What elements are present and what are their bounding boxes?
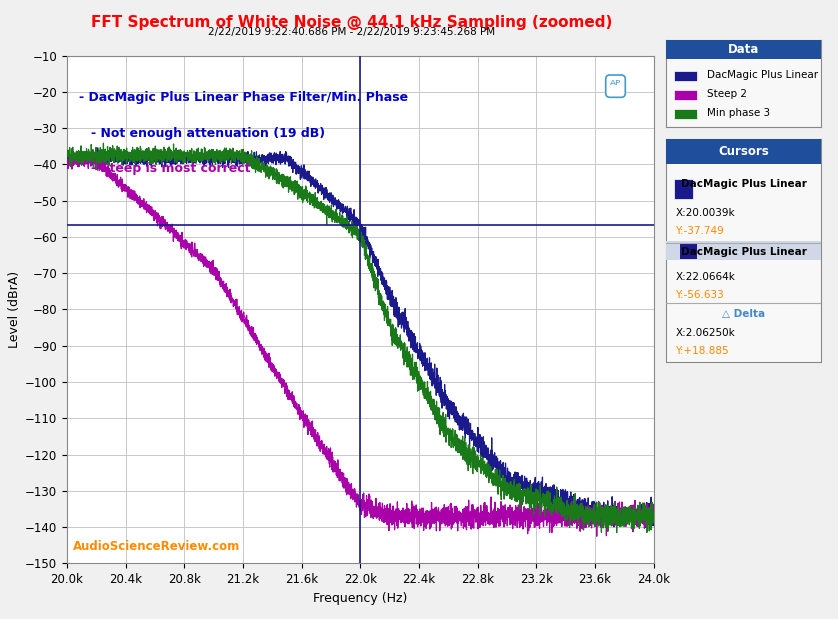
FancyBboxPatch shape xyxy=(666,40,821,59)
Bar xyxy=(674,180,692,199)
Text: Min phase 3: Min phase 3 xyxy=(706,108,769,118)
Bar xyxy=(674,90,697,100)
Text: Y:-56.633: Y:-56.633 xyxy=(675,290,724,300)
Text: AudioScienceReview.com: AudioScienceReview.com xyxy=(73,540,241,553)
Text: Y:+18.885: Y:+18.885 xyxy=(675,346,729,356)
Text: DacMagic Plus Linear: DacMagic Plus Linear xyxy=(706,70,818,80)
Text: X:2.06250k: X:2.06250k xyxy=(675,328,735,338)
FancyBboxPatch shape xyxy=(666,139,821,164)
Bar xyxy=(674,109,697,119)
Text: Y:-37.749: Y:-37.749 xyxy=(675,226,724,236)
Text: - Steep is most correct: - Steep is most correct xyxy=(91,162,250,175)
FancyBboxPatch shape xyxy=(666,241,821,259)
Text: DacMagic Plus Linear: DacMagic Plus Linear xyxy=(680,179,807,189)
Text: Steep 2: Steep 2 xyxy=(706,89,747,99)
Text: - Not enough attenuation (19 dB): - Not enough attenuation (19 dB) xyxy=(91,127,324,140)
Text: 2/22/2019 9:22:40.686 PM - 2/22/2019 9:23:45.268 PM: 2/22/2019 9:22:40.686 PM - 2/22/2019 9:2… xyxy=(209,27,495,37)
Text: ᴬᴾ: ᴬᴾ xyxy=(610,79,621,93)
Y-axis label: Level (dBrA): Level (dBrA) xyxy=(8,271,21,348)
Text: Cursors: Cursors xyxy=(718,145,769,158)
Bar xyxy=(674,71,697,81)
Text: X:20.0039k: X:20.0039k xyxy=(675,208,735,218)
Text: FFT Spectrum of White Noise @ 44.1 kHz Sampling (zoomed): FFT Spectrum of White Noise @ 44.1 kHz S… xyxy=(91,15,613,30)
Text: Data: Data xyxy=(728,43,759,56)
Text: △ Delta: △ Delta xyxy=(722,310,765,319)
Text: DacMagic Plus Linear: DacMagic Plus Linear xyxy=(680,247,807,257)
X-axis label: Frequency (Hz): Frequency (Hz) xyxy=(313,592,407,605)
Text: - DacMagic Plus Linear Phase Filter/Min. Phase: - DacMagic Plus Linear Phase Filter/Min.… xyxy=(79,91,408,104)
Text: X:22.0664k: X:22.0664k xyxy=(675,272,736,282)
Bar xyxy=(679,242,697,259)
